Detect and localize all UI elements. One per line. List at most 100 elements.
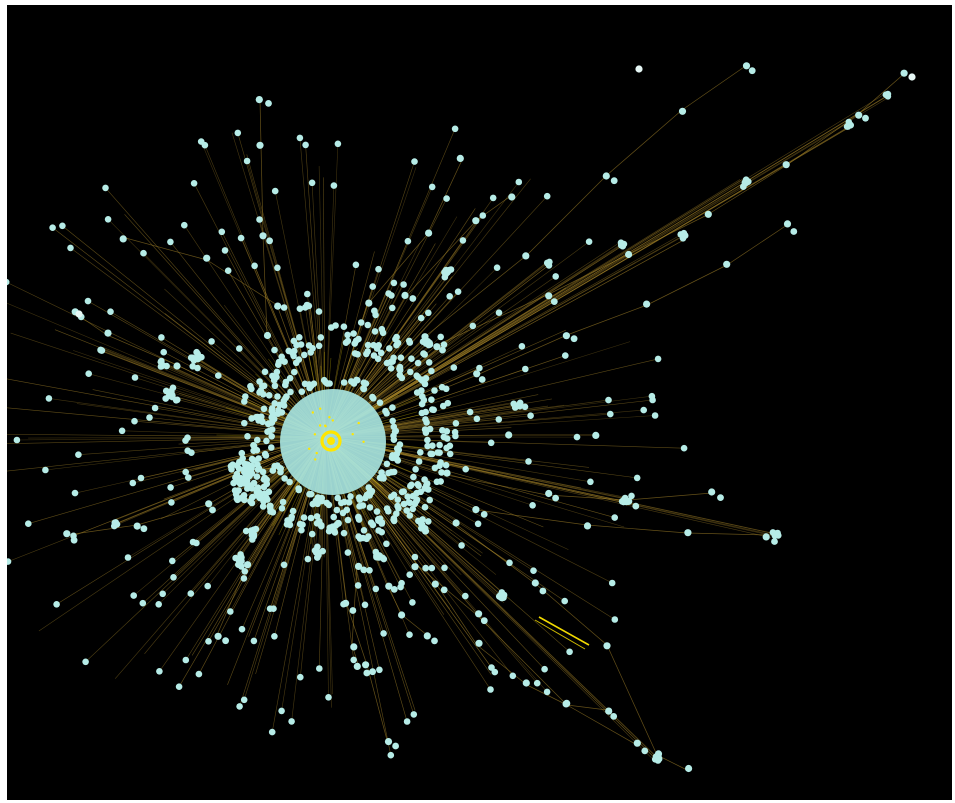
hub-satellite-dot	[362, 440, 365, 443]
graph-node	[82, 658, 89, 666]
graph-node	[352, 261, 360, 269]
graph-node	[717, 494, 724, 501]
graph-node	[265, 392, 273, 399]
graph-edge	[626, 214, 708, 256]
graph-node	[407, 368, 414, 376]
graph-node	[442, 461, 450, 469]
graph-node	[393, 333, 400, 341]
graph-node	[426, 496, 434, 504]
graph-node	[405, 337, 413, 345]
graph-node	[248, 470, 256, 477]
graph-node	[270, 605, 277, 612]
graph-node	[118, 427, 126, 435]
graph-node	[603, 642, 611, 650]
graph-node	[383, 410, 390, 417]
graph-node	[374, 355, 382, 363]
graph-node	[610, 177, 618, 185]
graph-node	[412, 466, 419, 473]
graph-node	[654, 757, 662, 764]
graph-node	[378, 519, 386, 526]
graph-node	[443, 469, 451, 477]
graph-node	[411, 553, 419, 561]
graph-node	[521, 403, 529, 411]
graph-node	[182, 468, 189, 476]
graph-node	[628, 492, 635, 500]
graph-edge	[586, 524, 688, 534]
graph-node	[174, 396, 181, 404]
graph-edge	[366, 664, 388, 741]
graph-node	[302, 141, 309, 149]
graph-node	[182, 437, 189, 444]
graph-node	[287, 388, 294, 396]
graph-node	[473, 370, 481, 378]
graph-node	[367, 519, 375, 526]
hub-layer	[308, 407, 365, 461]
graph-node	[847, 121, 854, 129]
graph-node	[403, 507, 411, 514]
graph-node	[204, 582, 211, 590]
graph-node	[908, 73, 916, 81]
graph-node	[241, 568, 249, 575]
graph-edge	[324, 245, 623, 438]
graph-node	[104, 216, 112, 223]
graph-node	[301, 351, 308, 359]
graph-node	[681, 232, 689, 239]
graph-node	[253, 473, 261, 480]
graph-node	[343, 506, 351, 514]
graph-node	[264, 420, 272, 428]
graph-node	[307, 490, 315, 498]
graph-edge	[299, 137, 326, 438]
graph-edge	[305, 144, 326, 438]
graph-node	[234, 475, 242, 483]
graph-node	[413, 496, 421, 504]
graph-node	[325, 694, 332, 701]
graph-edge	[324, 128, 456, 438]
graph-edge	[324, 244, 621, 438]
graph-node	[643, 300, 651, 308]
graph-node	[242, 471, 250, 479]
graph-node	[238, 554, 245, 561]
graph-node	[45, 395, 53, 402]
graph-node	[286, 478, 293, 486]
graph-node	[190, 180, 198, 187]
graph-edge	[7, 436, 326, 562]
graph-node	[187, 590, 195, 597]
graph-edge	[436, 294, 548, 346]
graph-node	[685, 764, 693, 773]
graph-node	[414, 359, 422, 367]
graph-node	[473, 415, 481, 423]
graph-node	[119, 235, 127, 243]
graph-node	[269, 416, 276, 423]
graph-node	[205, 500, 213, 508]
graph-node	[340, 323, 348, 331]
graph-node	[441, 273, 449, 281]
graph-node	[704, 210, 712, 218]
graph-edge	[324, 247, 620, 438]
hub-satellite-dot	[319, 407, 322, 410]
graph-node	[209, 506, 216, 514]
graph-node	[369, 283, 377, 290]
graph-node	[515, 178, 523, 186]
graph-edge	[193, 183, 326, 438]
graph-node	[437, 459, 444, 466]
graph-node	[380, 630, 387, 637]
graph-node	[433, 343, 441, 351]
graph-node	[475, 639, 483, 647]
graph-node	[619, 242, 626, 250]
graph-node	[215, 372, 222, 379]
graph-node	[354, 582, 362, 589]
graph-node	[255, 96, 263, 104]
hub-satellite-dot	[313, 433, 317, 436]
graph-node	[350, 656, 358, 664]
network-visualization-panel	[7, 5, 952, 800]
graph-node	[530, 567, 537, 574]
graph-node	[708, 488, 716, 496]
graph-node	[260, 483, 268, 491]
graph-node	[98, 347, 105, 354]
graph-node	[389, 358, 396, 365]
graph-edge	[386, 584, 403, 616]
graph-edge	[105, 187, 326, 438]
graph-edge	[324, 242, 625, 438]
graph-node	[384, 738, 393, 746]
graph-node	[250, 447, 257, 455]
